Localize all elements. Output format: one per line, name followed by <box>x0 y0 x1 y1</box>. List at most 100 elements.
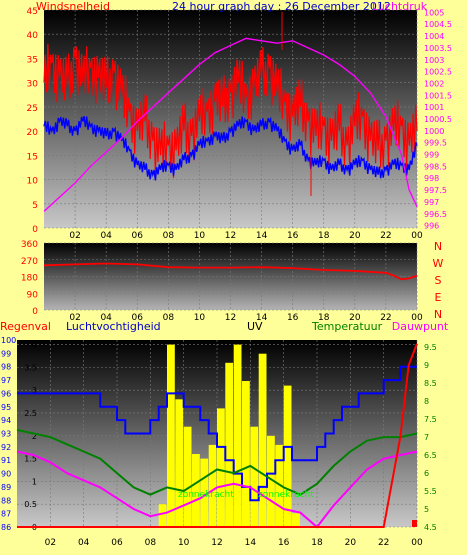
solar-annotation-2: zonnekracht <box>258 490 314 500</box>
uv-bar <box>267 435 275 527</box>
direction-time-tick: 08 <box>163 313 175 323</box>
temperature-tick: 7.5 <box>424 415 437 424</box>
humidity-tick: 100 <box>1 336 16 345</box>
uv-tick: 2.5 <box>24 409 37 418</box>
pressure-tick: 1005 <box>424 8 444 17</box>
rain-label: Regenval <box>0 320 51 333</box>
pressure-tick: 1002 <box>424 79 444 88</box>
uv-bar <box>208 444 217 527</box>
pressure-tick: 998.5 <box>424 162 447 171</box>
humidity-tick: 99 <box>1 349 11 358</box>
temperature-tick: 5.5 <box>424 487 437 496</box>
uv-tick: 3.5 <box>24 363 37 372</box>
direction-time-tick: 14 <box>256 313 268 323</box>
wind-time-tick: 06 <box>132 231 144 241</box>
direction-time-tick: 22 <box>380 313 391 323</box>
climate-time-tick: 04 <box>78 538 90 548</box>
wind-speed-tick: 35 <box>27 55 38 65</box>
pressure-tick: 1004.5 <box>424 20 452 29</box>
direction-tick: 0 <box>32 307 38 317</box>
pressure-tick: 996.5 <box>424 210 447 219</box>
temperature-tick: 8 <box>424 397 429 406</box>
pressure-tick: 1002.5 <box>424 68 452 77</box>
direction-time-tick: 06 <box>132 313 144 323</box>
uv-tick: 3 <box>32 386 37 395</box>
wind-time-tick: 22 <box>380 231 391 241</box>
wind-speed-tick: 10 <box>27 177 39 187</box>
uv-bar <box>258 353 267 527</box>
pressure-axis-label: Luchtdruk <box>372 0 428 13</box>
pressure-tick: 1003 <box>424 56 444 65</box>
wind-speed-tick: 0 <box>32 225 38 235</box>
winddir-line <box>43 262 418 281</box>
wind-time-tick: 14 <box>256 231 268 241</box>
temperature-tick: 9 <box>424 361 429 370</box>
uv-bar <box>192 454 200 527</box>
direction-time-tick: 12 <box>225 313 236 323</box>
pressure-tick: 999.5 <box>424 139 447 148</box>
pressure-line <box>43 37 418 212</box>
climate-time-tick: 06 <box>111 538 123 548</box>
pressure-tick: 997 <box>424 198 439 207</box>
direction-panel-time-ticks: 02 04 06 08 10 12 14 16 18 20 22 00 <box>69 313 423 323</box>
solar-annotation-1: zonnekracht <box>178 490 234 500</box>
humidity-tick: 88 <box>1 496 11 505</box>
compass-label: N <box>434 240 442 253</box>
direction-tick: 180 <box>21 274 38 284</box>
temperature-line <box>16 428 418 496</box>
humidity-tick: 92 <box>1 443 11 452</box>
uv-tick: 1.5 <box>24 455 37 464</box>
windgust-line <box>43 115 418 181</box>
dewpoint-label: Dauwpunt <box>392 320 449 333</box>
wind-speed-tick: 30 <box>27 80 39 90</box>
pressure-tick: 1003.5 <box>424 44 452 53</box>
uv-bar <box>275 444 284 527</box>
humidity-tick: 96 <box>1 389 11 398</box>
uv-bar <box>233 344 242 527</box>
direction-time-tick: 00 <box>411 313 423 323</box>
pressure-ticks: 996 996.5 997 997.5 998 998.5 999 999.5 1000 1000… <box>424 8 452 230</box>
direction-time-tick: 04 <box>100 313 112 323</box>
pressure-tick: 1001 <box>424 103 444 112</box>
direction-panel-series <box>43 262 418 281</box>
humidity-tick: 87 <box>1 510 11 519</box>
compass-label: S <box>435 274 442 287</box>
humidity-tick: 86 <box>1 523 11 532</box>
dewpoint-line <box>16 450 418 529</box>
uv-bars <box>158 344 300 527</box>
climate-time-tick: 00 <box>411 538 423 548</box>
pressure-tick: 996 <box>424 222 439 231</box>
direction-tick: 270 <box>21 257 38 267</box>
climate-time-tick: 08 <box>145 538 157 548</box>
humidity-tick: 93 <box>1 430 11 439</box>
uv-label: UV <box>247 320 263 333</box>
climate-time-tick: 10 <box>178 538 190 548</box>
wind-axis-label: Windsnelheid <box>36 0 110 13</box>
direction-ticks: 0 90 180 270 360 <box>21 240 38 317</box>
compass-label: W <box>433 257 444 270</box>
temperature-tick: 6.5 <box>424 451 437 460</box>
wind-time-tick: 04 <box>100 231 112 241</box>
uv-bar <box>175 399 184 527</box>
humidity-tick: 91 <box>1 456 11 465</box>
humidity-tick: 97 <box>1 376 11 385</box>
uv-tick: 4 <box>32 341 37 350</box>
uv-bar <box>250 426 259 527</box>
uv-bar <box>158 504 167 527</box>
uv-bar <box>292 513 300 527</box>
wind-time-tick: 00 <box>411 231 423 241</box>
pressure-tick: 1001.5 <box>424 91 452 100</box>
humidity-line <box>17 365 417 502</box>
wind-time-tick: 12 <box>225 231 236 241</box>
pressure-tick: 997.5 <box>424 186 447 195</box>
pressure-tick: 998 <box>424 174 439 183</box>
pressure-tick: 1000 <box>424 127 444 136</box>
climate-time-tick: 18 <box>311 538 323 548</box>
pressure-tick: 999 <box>424 151 439 160</box>
humidity-tick: 95 <box>1 403 11 412</box>
wind-time-tick: 02 <box>69 231 80 241</box>
direction-time-tick: 02 <box>69 313 80 323</box>
wind-speed-tick: 45 <box>27 7 38 17</box>
uv-bar <box>242 381 250 527</box>
